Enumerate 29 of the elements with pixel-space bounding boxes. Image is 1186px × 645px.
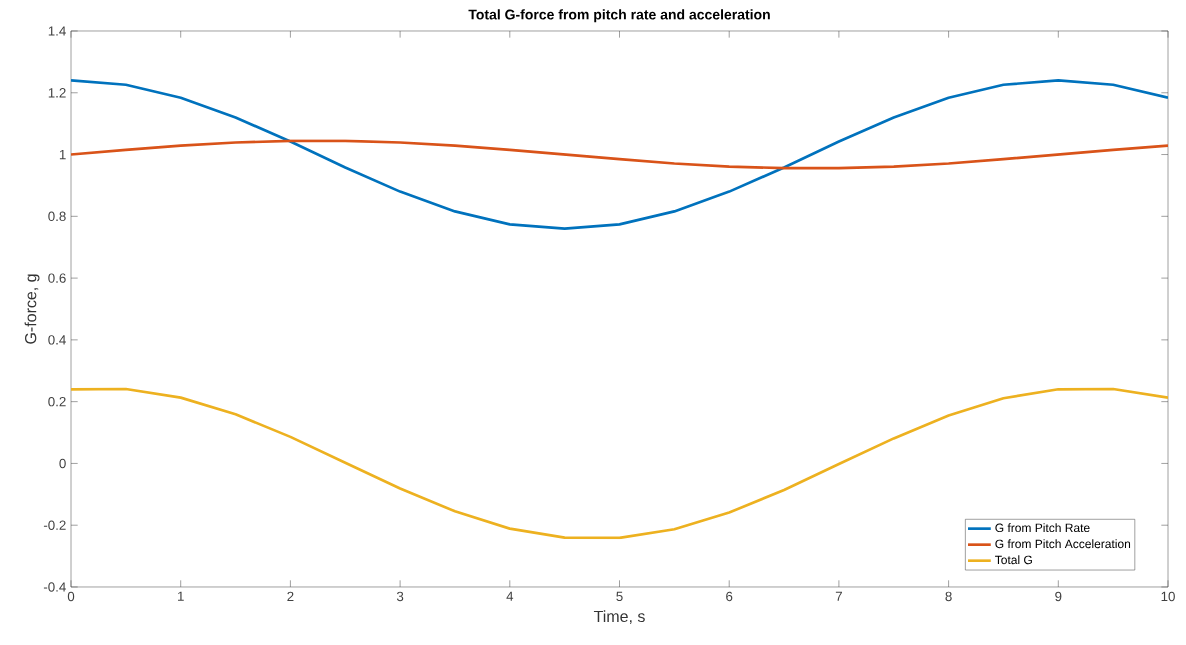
x-tick-label: 9 (1055, 591, 1062, 602)
legend-label: G from Pitch Rate (995, 523, 1090, 533)
y-tick-label: 1.2 (48, 88, 66, 98)
x-tick-label: 10 (1161, 591, 1175, 602)
y-tick-label: 0.2 (48, 396, 66, 407)
line-series (71, 387, 1168, 540)
y-tick-label: 0.4 (48, 335, 66, 345)
x-tick-label: 2 (287, 591, 294, 601)
y-tick-label: 0.6 (48, 273, 66, 283)
y-tick-label: -0.2 (43, 520, 66, 530)
x-tick-label: 0 (67, 591, 75, 602)
x-tick-label: 3 (396, 591, 404, 602)
line-series (71, 79, 1168, 231)
x-tick-label: 1 (178, 591, 184, 601)
y-tick-label: -0.4 (43, 582, 66, 592)
y-tick-label: 0 (59, 458, 66, 469)
y-axis-title: G-force, g (24, 274, 40, 344)
x-tick-label: 5 (616, 591, 623, 601)
x-tick-label: 4 (506, 591, 514, 601)
chart-title: Total G-force from pitch rate and acceleration (468, 9, 770, 23)
legend-label: G from Pitch Acceleration (995, 539, 1131, 549)
x-tick-label: 6 (726, 591, 733, 602)
x-tick-label: 8 (945, 591, 952, 602)
y-tick-label: 1 (59, 149, 66, 160)
y-tick-label: 1.4 (48, 26, 66, 36)
x-tick-label: 7 (835, 591, 842, 601)
y-tick-label: 0.8 (48, 211, 66, 222)
legend-label: Total G (995, 555, 1032, 565)
x-axis-title: Time, s (593, 610, 645, 624)
